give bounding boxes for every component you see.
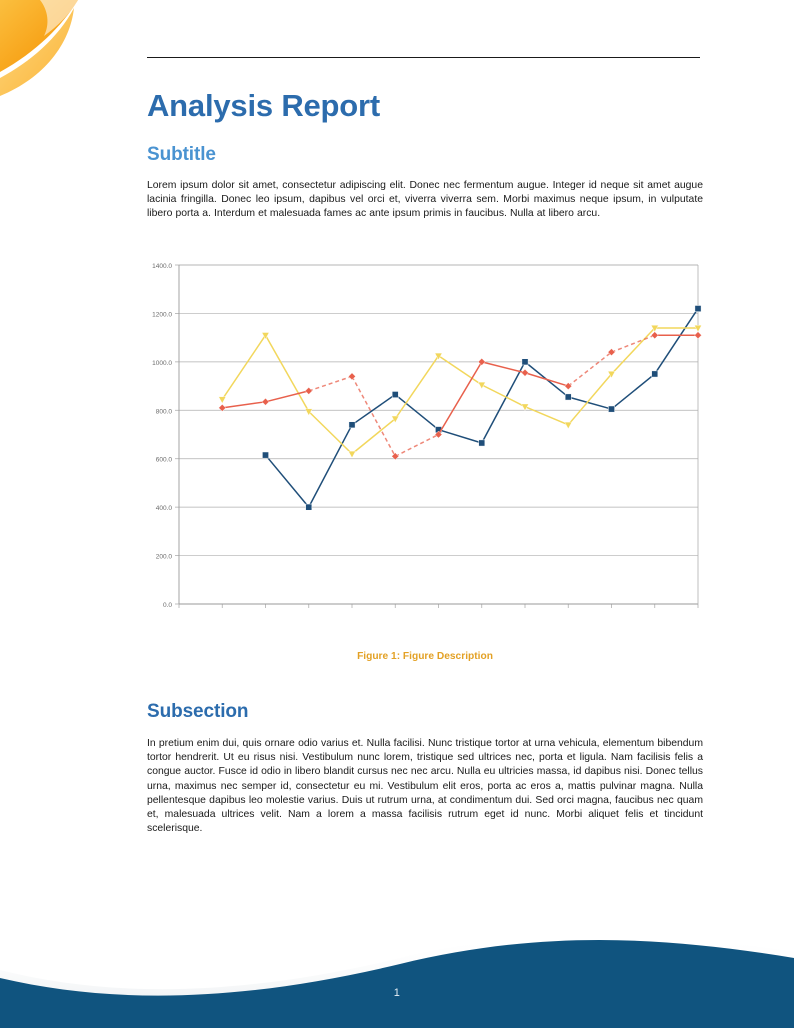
data-point [261,332,270,340]
series-segment [438,428,482,444]
data-point [262,451,269,459]
y-tick-label: 1400.0 [152,263,172,270]
page-title: Analysis Report [147,88,381,123]
data-point [391,391,399,398]
series-segment [394,433,439,457]
data-point [304,387,313,395]
series-segment [351,393,396,426]
series-segment [524,405,569,426]
y-tick-label: 1000.0 [152,360,172,367]
data-point [477,381,486,390]
data-point [564,393,572,401]
subsection-paragraph: In pretium enim dui, quis ornare odio va… [147,738,703,835]
series-segment [567,351,612,387]
series-series-yellow [218,325,702,459]
data-point [434,352,443,361]
data-point [477,358,486,366]
footer-wave-decoration [0,934,794,1028]
series-segment [437,361,483,435]
data-point [521,403,529,411]
data-point [694,325,702,333]
data-point [434,430,443,439]
data-point [564,421,573,430]
y-tick-label: 800.0 [156,408,173,415]
data-point [305,503,313,511]
series-segment [610,327,656,375]
data-point [521,358,529,366]
series-segment [222,401,266,409]
series-segment [265,390,309,403]
series-segment [308,375,353,392]
y-tick-label: 600.0 [156,457,173,464]
data-point [261,398,270,406]
y-tick-label: 1200.0 [152,311,172,318]
series-segment [351,376,396,457]
line-chart: 0.0 200.0 400.0 600.0 800.0 1000.0 1200.0 1400.… [152,263,702,609]
series-segment [481,361,526,374]
data-point [650,325,659,333]
subsection-heading: Subsection [147,701,249,722]
series-segment [351,418,396,455]
intro-paragraph: Lorem ipsum dolor sit amet, consectetur … [147,180,703,220]
series-segment [481,384,526,408]
data-point [607,348,616,356]
data-point [218,404,227,412]
data-point [348,421,356,429]
series-segment [394,393,439,431]
series-segment [654,308,699,375]
data-point [564,382,573,390]
series-series-navy [262,305,702,511]
data-point [391,452,400,461]
series-segment [481,361,526,444]
series-segment [394,355,440,420]
data-point [218,396,227,404]
series-segment [567,373,613,426]
section-subtitle: Subtitle [147,144,216,165]
series-segment [438,355,483,386]
series-segment [264,454,310,508]
y-tick-label: 200.0 [156,554,173,561]
figure-caption: Figure 1: Figure Description [357,651,493,662]
y-tick-label: 400.0 [156,505,173,512]
data-point [650,331,659,340]
figure-1: 0.0 200.0 400.0 600.0 800.0 1000.0 1200.0 1400.… [147,256,703,662]
series-segment [568,396,612,410]
data-point [607,371,616,379]
data-point [348,372,356,381]
data-point [478,439,486,447]
y-tick-label: 0.0 [163,602,172,609]
page-number: 1 [393,987,401,999]
series-segment [308,424,353,508]
data-point [651,370,659,378]
data-point [391,415,400,424]
series-segment [221,334,267,400]
series-segment [264,334,310,412]
data-point [608,405,615,413]
data-point [694,305,702,312]
series-segment [611,373,656,410]
data-point [348,450,356,459]
header-rule [147,57,700,58]
series-series-red [218,331,702,461]
data-point [694,331,702,340]
series-segment [308,410,353,455]
series-segment [611,334,656,353]
data-point [521,368,529,377]
data-point [304,408,313,416]
series-segment [524,372,569,387]
